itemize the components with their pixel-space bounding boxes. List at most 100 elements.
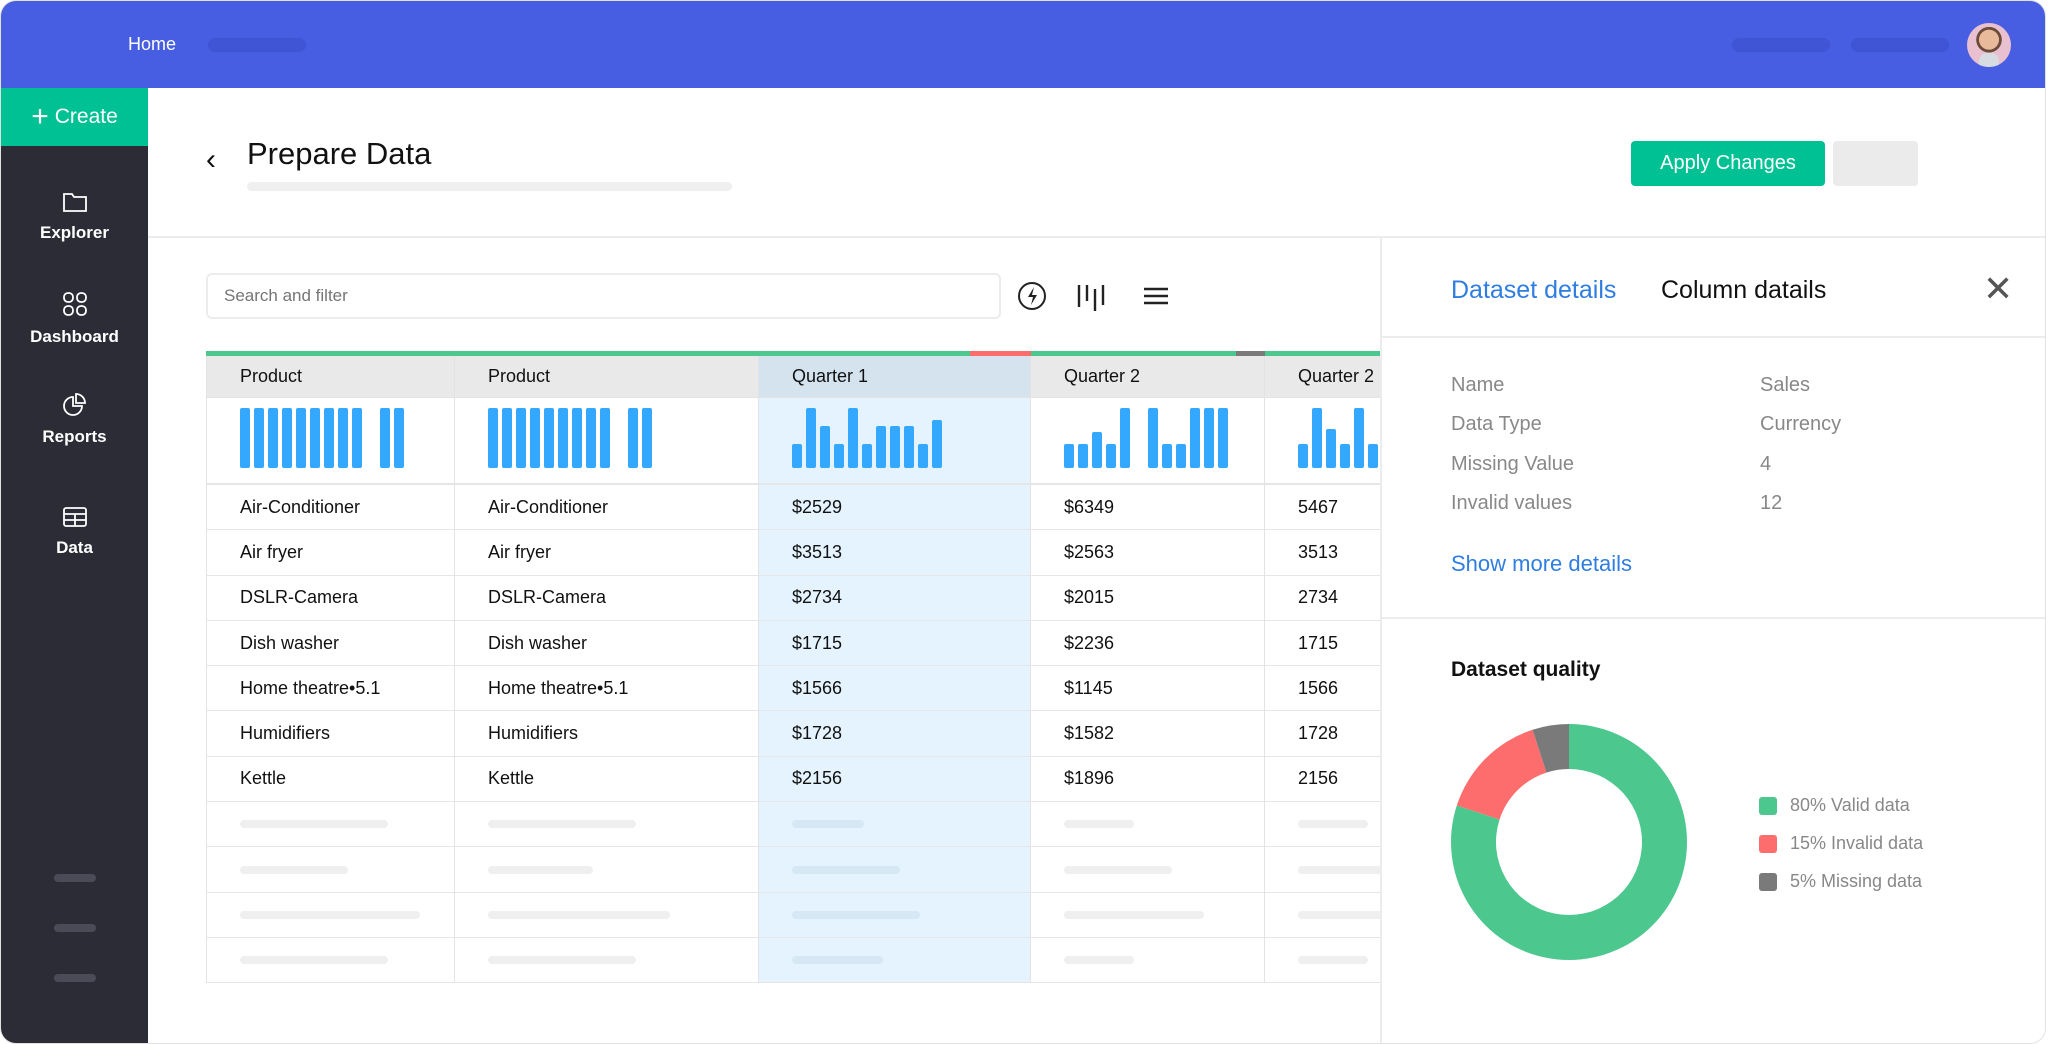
sparkline-bar	[890, 426, 900, 468]
apply-changes-button[interactable]: Apply Changes	[1631, 141, 1825, 186]
sparkline-bar	[1190, 408, 1200, 468]
sparkline-bar	[1162, 444, 1172, 468]
sparkline-bar	[488, 408, 498, 468]
column-quality-bar	[1236, 351, 1265, 356]
sparkline-bar	[1354, 408, 1364, 468]
placeholder-cell	[759, 893, 1030, 938]
table-cell[interactable]: Dish washer	[207, 621, 454, 667]
table-cell[interactable]: Air fryer	[455, 530, 758, 576]
column-header[interactable]: Quarter 2	[1265, 356, 1380, 398]
table-cell[interactable]: $2529	[759, 485, 1030, 531]
table-cell[interactable]: DSLR-Camera	[207, 576, 454, 621]
table-cell[interactable]: Humidifiers	[207, 711, 454, 757]
table-cell[interactable]: $1715	[759, 621, 1030, 667]
sidebar-item-data[interactable]: Data	[1, 506, 148, 558]
table-cell[interactable]: Dish washer	[455, 621, 758, 667]
sidebar-placeholder	[54, 924, 96, 932]
sparkline-bar	[628, 408, 638, 468]
sparkline-bar	[1092, 432, 1102, 468]
donut-slice	[1456, 729, 1547, 820]
table-cell[interactable]: $3513	[759, 530, 1030, 576]
table-column: Quarter 1 $2529 $3513 $2734 $1715 $1566 $1728 $…	[759, 356, 1031, 983]
table-cell[interactable]: 2156	[1265, 757, 1380, 803]
table-cell[interactable]: $2734	[759, 576, 1030, 621]
sparkline-bar	[642, 408, 652, 468]
table-cell[interactable]: 1715	[1265, 621, 1380, 667]
legend-item: 5% Missing data	[1759, 871, 1922, 892]
data-table: Product Air-Conditioner Air fryer DSLR-Came…	[206, 351, 1380, 983]
sidebar-item-dashboard[interactable]: Dashboard	[1, 291, 148, 347]
table-cell[interactable]: $1728	[759, 711, 1030, 757]
table-cell[interactable]: $2236	[1031, 621, 1264, 667]
column-header[interactable]: Quarter 1	[759, 356, 1030, 398]
table-cell[interactable]: $2563	[1031, 530, 1264, 576]
back-arrow-icon[interactable]: ‹	[206, 143, 216, 176]
sparkline-bar	[310, 408, 320, 468]
placeholder-cell	[207, 893, 454, 938]
sparkline-bar	[1340, 444, 1350, 468]
placeholder-cell	[207, 802, 454, 848]
table-cell[interactable]: Air-Conditioner	[455, 485, 758, 531]
search-input[interactable]	[206, 273, 1001, 319]
detail-label: Data Type	[1451, 413, 1542, 435]
table-cell[interactable]: Home theatre•5.1	[207, 666, 454, 712]
column-header[interactable]: Product	[207, 356, 454, 398]
table-cell[interactable]: $1582	[1031, 711, 1264, 757]
sparkline-bar	[352, 408, 362, 468]
home-link[interactable]: Home	[128, 34, 177, 54]
table-cell[interactable]: 2734	[1265, 576, 1380, 621]
table-cell[interactable]: 1566	[1265, 666, 1380, 712]
table-cell[interactable]: Kettle	[455, 757, 758, 803]
column-stats-icon[interactable]	[1076, 281, 1106, 311]
table-cell[interactable]: 1728	[1265, 711, 1380, 757]
table-cell[interactable]: 3513	[1265, 530, 1380, 576]
details-panel: Dataset details Column datails ✕ Name Sal…	[1380, 238, 2045, 1043]
table-cell[interactable]: $1896	[1031, 757, 1264, 803]
table-cell[interactable]: Home theatre•5.1	[455, 666, 758, 712]
placeholder-cell	[207, 938, 454, 983]
column-quality-bar	[206, 351, 970, 356]
sidebar-item-explorer[interactable]: Explorer	[1, 191, 148, 243]
table-cell[interactable]: $6349	[1031, 485, 1264, 531]
placeholder-cell	[455, 938, 758, 983]
tab-column-details[interactable]: Column datails	[1661, 276, 1827, 304]
placeholder-cell	[1265, 938, 1380, 983]
table-cell[interactable]: Humidifiers	[455, 711, 758, 757]
top-bar: Home	[1, 1, 2045, 88]
sparkline-bar	[324, 408, 334, 468]
column-sparkline	[207, 398, 454, 485]
tab-dataset-details[interactable]: Dataset details	[1451, 276, 1617, 304]
legend-swatch	[1759, 796, 1777, 815]
column-header[interactable]: Product	[455, 356, 758, 398]
lightning-icon[interactable]	[1017, 281, 1047, 311]
column-quality-bar	[1265, 351, 1380, 356]
table-cell[interactable]: DSLR-Camera	[455, 576, 758, 621]
sparkline-bar	[516, 408, 526, 468]
table-cell[interactable]: Air-Conditioner	[207, 485, 454, 531]
column-sparkline	[455, 398, 758, 485]
show-more-details-link[interactable]: Show more details	[1451, 551, 1632, 576]
table-cell[interactable]: 5467	[1265, 485, 1380, 531]
column-header[interactable]: Quarter 2	[1031, 356, 1264, 398]
legend-swatch	[1759, 872, 1777, 891]
sidebar-item-label: Reports	[42, 427, 107, 446]
table-cell[interactable]: $1566	[759, 666, 1030, 712]
sparkline-bar	[296, 408, 306, 468]
table-cell[interactable]: $2015	[1031, 576, 1264, 621]
secondary-button[interactable]	[1833, 141, 1918, 186]
sparkline-bar	[502, 408, 512, 468]
menu-icon[interactable]	[1141, 281, 1171, 311]
table-cell[interactable]: Air fryer	[207, 530, 454, 576]
detail-value: Currency	[1760, 413, 1842, 435]
table-icon	[62, 507, 87, 527]
avatar[interactable]	[1967, 23, 2011, 67]
create-button[interactable]: + Create	[1, 88, 148, 146]
table-cell[interactable]: $2156	[759, 757, 1030, 803]
sidebar-item-reports[interactable]: Reports	[1, 391, 148, 447]
grid-icon	[62, 292, 87, 316]
table-cell[interactable]: Kettle	[207, 757, 454, 803]
table-cell[interactable]: $1145	[1031, 666, 1264, 712]
quality-donut-chart	[1451, 724, 1687, 960]
sparkline-bar	[1176, 444, 1186, 468]
close-icon[interactable]: ✕	[1983, 268, 2014, 309]
